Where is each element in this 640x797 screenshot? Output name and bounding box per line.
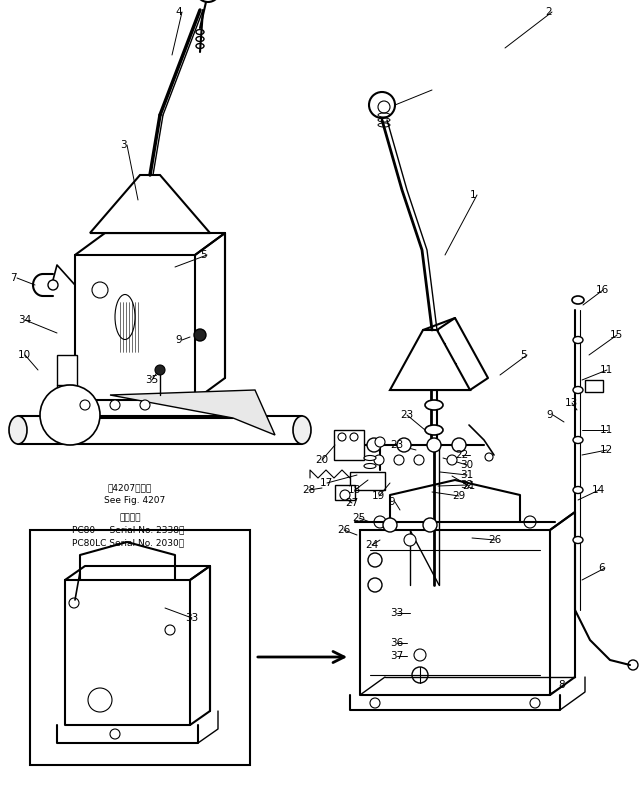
Text: 30: 30: [460, 460, 473, 470]
Circle shape: [423, 518, 437, 532]
Text: 28: 28: [302, 485, 316, 495]
Bar: [30, 530, 250, 765]
Circle shape: [374, 455, 384, 465]
Circle shape: [447, 455, 457, 465]
Text: 18: 18: [348, 485, 361, 495]
Text: 6: 6: [598, 563, 605, 573]
Text: 5: 5: [520, 350, 527, 360]
Bar: [335, 485, 355, 500]
Text: 36: 36: [390, 638, 403, 648]
Bar: [334, 430, 364, 460]
Text: 16: 16: [596, 285, 609, 295]
Text: 適用号機: 適用号機: [120, 513, 141, 523]
Circle shape: [194, 329, 206, 341]
Polygon shape: [390, 330, 470, 390]
Ellipse shape: [425, 425, 443, 435]
Ellipse shape: [293, 416, 311, 444]
Circle shape: [368, 553, 382, 567]
Circle shape: [196, 0, 220, 2]
Text: 8: 8: [558, 680, 564, 690]
Text: 31: 31: [460, 470, 473, 480]
Circle shape: [375, 437, 385, 447]
Text: 25: 25: [352, 513, 365, 523]
Text: 13: 13: [565, 398, 579, 408]
Text: 37: 37: [390, 651, 403, 661]
Text: 27: 27: [345, 498, 358, 508]
Circle shape: [394, 455, 404, 465]
Circle shape: [165, 625, 175, 635]
Text: 29: 29: [452, 491, 465, 501]
Text: 23: 23: [400, 410, 413, 420]
Text: 33: 33: [390, 608, 403, 618]
Circle shape: [369, 92, 395, 118]
Polygon shape: [110, 390, 275, 435]
Ellipse shape: [573, 387, 583, 394]
Circle shape: [340, 490, 350, 500]
Circle shape: [367, 438, 381, 452]
Text: 17: 17: [320, 478, 333, 488]
Text: 20: 20: [315, 455, 328, 465]
Circle shape: [155, 365, 165, 375]
Text: 33: 33: [185, 613, 198, 623]
Circle shape: [48, 280, 58, 290]
Text: 9: 9: [175, 335, 182, 345]
Text: See Fig. 4207: See Fig. 4207: [104, 496, 165, 505]
Text: 24: 24: [365, 540, 378, 550]
Ellipse shape: [425, 400, 443, 410]
Text: 34: 34: [18, 315, 31, 325]
Ellipse shape: [573, 336, 583, 344]
Text: 9: 9: [546, 410, 552, 420]
Circle shape: [40, 385, 100, 445]
Circle shape: [140, 400, 150, 410]
Text: 12: 12: [600, 445, 613, 455]
Ellipse shape: [573, 437, 583, 443]
Circle shape: [383, 518, 397, 532]
Text: 32: 32: [460, 480, 473, 490]
Text: 10: 10: [18, 350, 31, 360]
Ellipse shape: [364, 464, 376, 469]
Text: 1: 1: [470, 190, 477, 200]
Circle shape: [404, 534, 416, 546]
Bar: [585, 380, 603, 392]
Text: 26: 26: [488, 535, 501, 545]
Text: 35: 35: [145, 375, 158, 385]
Bar: [57, 355, 77, 415]
Text: 4: 4: [175, 7, 182, 17]
Text: 11: 11: [600, 365, 613, 375]
Text: 2: 2: [545, 7, 552, 17]
Text: PC80     Serial No. 2338～: PC80 Serial No. 2338～: [72, 525, 184, 535]
Text: PC80LC Serial No. 2030～: PC80LC Serial No. 2030～: [72, 539, 184, 548]
Circle shape: [427, 438, 441, 452]
Circle shape: [397, 438, 411, 452]
Ellipse shape: [572, 296, 584, 304]
Circle shape: [414, 455, 424, 465]
Text: 14: 14: [592, 485, 605, 495]
Text: 围4207围参用: 围4207围参用: [108, 484, 152, 493]
Circle shape: [368, 578, 382, 592]
Circle shape: [80, 400, 90, 410]
Text: 15: 15: [610, 330, 623, 340]
Text: 3: 3: [120, 140, 127, 150]
Text: 7: 7: [10, 273, 17, 283]
Text: 26: 26: [337, 525, 350, 535]
Polygon shape: [90, 175, 210, 233]
Ellipse shape: [9, 416, 27, 444]
Ellipse shape: [573, 536, 583, 544]
Bar: [350, 472, 385, 490]
Text: 22: 22: [455, 450, 468, 460]
Text: 19: 19: [372, 491, 385, 501]
Circle shape: [110, 400, 120, 410]
Ellipse shape: [364, 456, 376, 461]
Text: 23: 23: [390, 440, 403, 450]
Circle shape: [452, 438, 466, 452]
Text: 21: 21: [462, 481, 476, 491]
Text: 9: 9: [388, 497, 395, 507]
Ellipse shape: [573, 486, 583, 493]
Text: 11: 11: [600, 425, 613, 435]
Text: 5: 5: [200, 250, 207, 260]
